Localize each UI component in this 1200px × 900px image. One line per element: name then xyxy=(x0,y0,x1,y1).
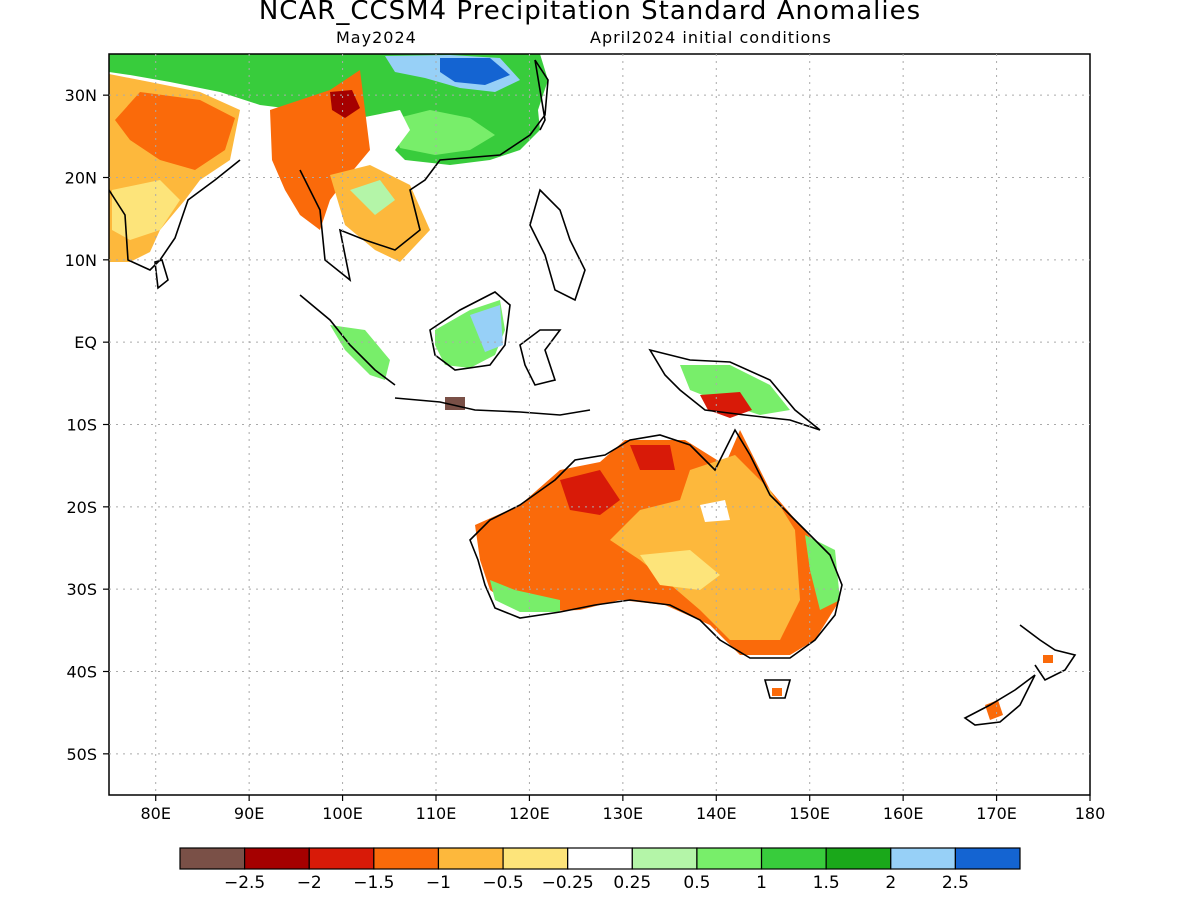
anomaly-field xyxy=(109,54,1053,720)
tick-label-lat: 10S xyxy=(66,416,97,435)
region-tasmania-orange xyxy=(772,688,782,696)
tick-label-lat: 30N xyxy=(65,86,97,105)
region-india-orange xyxy=(115,92,235,170)
coastline-java xyxy=(394,397,591,416)
colorbar-swatch xyxy=(696,847,763,870)
colorbar-label: −0.5 xyxy=(482,873,523,893)
colorbar-label: −2.5 xyxy=(224,873,265,893)
coastline-new-zealand-north xyxy=(1019,624,1077,682)
region-new-zealand-north-orange xyxy=(1043,655,1053,663)
tick-label-lat: EQ xyxy=(74,333,97,352)
colorbar-swatch xyxy=(631,847,698,870)
coastline-china-coast xyxy=(534,59,546,131)
tick-label-lon: 110E xyxy=(416,804,457,823)
tick-label-lon: 120E xyxy=(509,804,550,823)
initial-conditions-label: April2024 initial conditions xyxy=(590,28,832,47)
tick-label-lat: 30S xyxy=(66,580,97,599)
colorbar-label: −2 xyxy=(297,873,322,893)
colorbar-swatch xyxy=(437,847,504,870)
coastline-tasmania xyxy=(763,679,792,699)
colorbar-label: 0.25 xyxy=(613,873,651,893)
tick-label-lon: 150E xyxy=(789,804,830,823)
region-india-yellow xyxy=(112,180,180,240)
colorbar-label: 2 xyxy=(885,873,896,893)
colorbar-label: 1 xyxy=(756,873,767,893)
tick-label-lat: 40S xyxy=(66,663,97,682)
region-borneo-blue xyxy=(470,305,503,352)
region-australia-east-green xyxy=(805,535,840,610)
region-new-guinea-green xyxy=(680,365,790,415)
region-indochina-yellow xyxy=(330,165,430,262)
region-australia-light-yellow xyxy=(640,550,720,590)
coastline-sri-lanka xyxy=(154,259,169,290)
axis-ticks: 80E 90E 100E 110E 120E 130E 140E 150E 160E 170E 18… xyxy=(65,86,1106,823)
coastline-sulawesi xyxy=(519,329,562,386)
region-myanmar-dark-red xyxy=(330,90,360,118)
colorbar-swatch xyxy=(760,847,827,870)
tick-label-lat: 20S xyxy=(66,498,97,517)
tick-label-lon: 130E xyxy=(603,804,644,823)
tick-label-lat: 10N xyxy=(65,251,97,270)
colorbar-swatch xyxy=(373,847,440,870)
colorbar-label: −0.25 xyxy=(542,873,594,893)
colorbar-label: −1.5 xyxy=(353,873,394,893)
graticule xyxy=(109,54,1090,795)
coastline-new-zealand-south xyxy=(963,674,1036,726)
colorbar-swatch xyxy=(502,847,569,870)
coastline-indochina xyxy=(299,59,549,282)
tick-label-lat: 50S xyxy=(66,745,97,764)
colorbar-swatch xyxy=(179,847,246,870)
target-month-label: May2024 xyxy=(336,28,417,47)
coastline-new-guinea xyxy=(648,348,821,431)
tick-label-lon: 90E xyxy=(234,804,264,823)
region-australia-red xyxy=(560,470,620,515)
region-china-light-green xyxy=(390,110,495,155)
coastline-borneo xyxy=(429,291,511,371)
tick-label-lon: 100E xyxy=(322,804,363,823)
region-australia-white xyxy=(700,500,730,522)
colorbar-label: 0.5 xyxy=(683,873,710,893)
region-indochina-light-green xyxy=(350,180,395,215)
tick-label-lon: 160E xyxy=(883,804,924,823)
colorbar-label: 2.5 xyxy=(942,873,969,893)
region-australia-red-north xyxy=(630,445,675,470)
tick-label-lat: 20N xyxy=(65,169,97,188)
coastline-philippines xyxy=(529,188,586,302)
tick-label-lon: 170E xyxy=(976,804,1017,823)
map-title: NCAR_CCSM4 Precipitation Standard Anomal… xyxy=(258,0,922,26)
region-australia-yellow xyxy=(610,455,800,640)
colorbar: −2.5 −2 −1.5 −1 −0.5 −0.25 0.25 0.5 1 1.5 2 2.5 xyxy=(179,847,1021,893)
colorbar-swatch xyxy=(825,847,892,870)
colorbar-label: 1.5 xyxy=(813,873,840,893)
region-australia-southwest-green xyxy=(490,580,560,612)
region-china-dark-blue xyxy=(440,58,510,85)
colorbar-swatch xyxy=(567,847,633,870)
region-sumatra-green xyxy=(330,325,390,380)
coastlines xyxy=(109,59,1077,726)
region-china-white xyxy=(360,110,410,150)
colorbar-label: −1 xyxy=(426,873,451,893)
coastline-malaya-sumatra xyxy=(299,294,396,386)
tick-label-lon: 180 xyxy=(1075,804,1106,823)
colorbar-swatch xyxy=(954,847,1021,870)
tick-label-lon: 80E xyxy=(140,804,170,823)
colorbar-swatch xyxy=(890,847,956,870)
coastline-australia xyxy=(469,428,843,659)
tick-label-lon: 140E xyxy=(696,804,737,823)
colorbar-swatch xyxy=(308,847,375,870)
colorbar-swatch xyxy=(244,847,310,870)
